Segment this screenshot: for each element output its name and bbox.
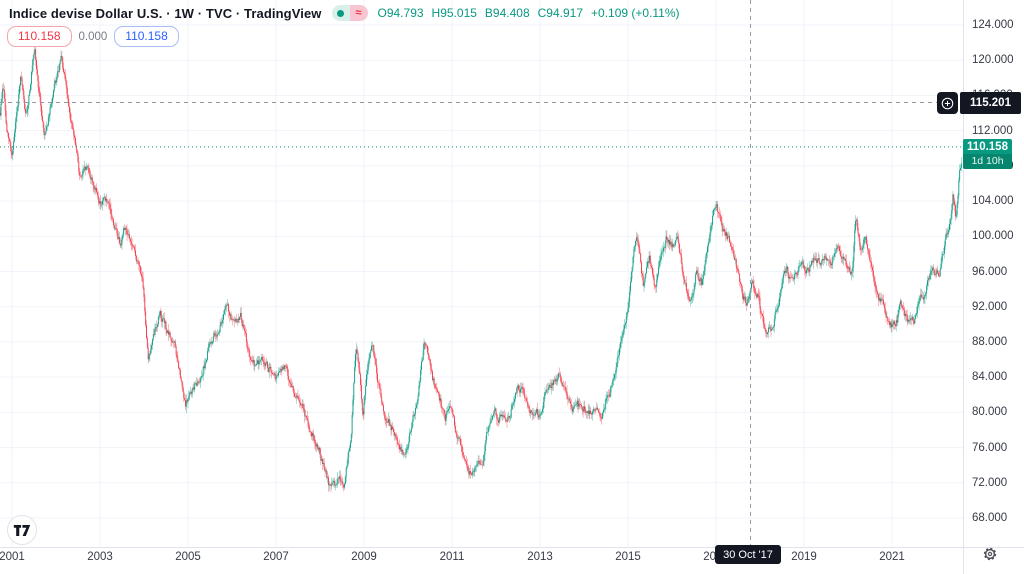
plus-circle-icon	[941, 97, 954, 109]
price-tick-label: 100.000	[972, 230, 1014, 243]
time-tick-label: 2015	[615, 551, 641, 563]
price-tick-label: 80.000	[972, 406, 1008, 419]
chart-legend: Indice devise Dollar U.S. · 1W · TVC · T…	[9, 4, 680, 22]
market-status-pill[interactable]: ≈	[331, 5, 368, 21]
ohlc-low: B94.408	[484, 6, 530, 20]
chart-pane[interactable]	[0, 0, 963, 547]
time-tick-label: 2007	[263, 551, 289, 563]
symbol-title[interactable]: Indice devise Dollar U.S. · 1W · TVC · T…	[9, 5, 322, 21]
tradingview-logo-icon	[13, 524, 31, 536]
price-tick-label: 84.000	[972, 371, 1008, 384]
bar-countdown: 1d 10h	[963, 154, 1012, 169]
ohlc-change: +0.109 (+0.11%)	[591, 6, 680, 20]
price-tick-label: 92.000	[972, 300, 1008, 313]
time-tick-label: 2013	[527, 551, 553, 563]
market-open-dot-icon	[331, 5, 350, 21]
axis-settings-gear-icon[interactable]	[982, 546, 998, 562]
ohlc-readout: O94.793 H95.015 B94.408 C94.917 +0.109 (…	[378, 6, 680, 20]
price-tick-label: 124.000	[972, 19, 1014, 31]
tradingview-logo[interactable]	[7, 515, 37, 545]
add-alert-plus-button[interactable]	[937, 92, 958, 114]
time-tick-label: 2019	[791, 551, 817, 563]
time-tick-label: 2001	[0, 551, 25, 563]
last-price-value: 110.158	[963, 139, 1012, 154]
price-axis-divider	[963, 0, 964, 574]
indicator-values-row: 110.158 0.000 110.158	[7, 26, 179, 47]
time-tick-label: 2009	[351, 551, 377, 563]
value-pill-blue: 110.158	[114, 26, 179, 47]
price-tick-label: 96.000	[972, 265, 1008, 278]
time-tick-label: 2005	[175, 551, 201, 563]
price-tick-label: 88.000	[972, 335, 1008, 348]
price-tick-label: 120.000	[972, 54, 1014, 67]
time-axis-divider	[0, 547, 1024, 548]
price-tick-label: 104.000	[972, 195, 1014, 208]
ohlc-open: O94.793	[377, 6, 424, 20]
ohlc-high: H95.015	[431, 6, 477, 20]
crosshair-price-label: 115.201	[960, 92, 1021, 114]
delayed-data-icon: ≈	[349, 5, 368, 21]
value-pill-red: 110.158	[7, 26, 72, 47]
last-price-label: 110.158 1d 10h	[963, 139, 1012, 169]
ohlc-close: C94.917	[537, 6, 584, 20]
time-tick-label: 2021	[879, 551, 905, 563]
price-tick-label: 76.000	[972, 441, 1008, 454]
crosshair-date-label: 30 Oct '17	[715, 545, 781, 564]
value-mid: 0.000	[78, 30, 108, 43]
price-tick-label: 68.000	[972, 512, 1008, 524]
price-tick-label: 112.000	[972, 124, 1013, 137]
time-tick-label: 2003	[87, 551, 113, 563]
price-tick-label: 72.000	[972, 476, 1008, 489]
time-tick-label: 2011	[439, 551, 465, 563]
